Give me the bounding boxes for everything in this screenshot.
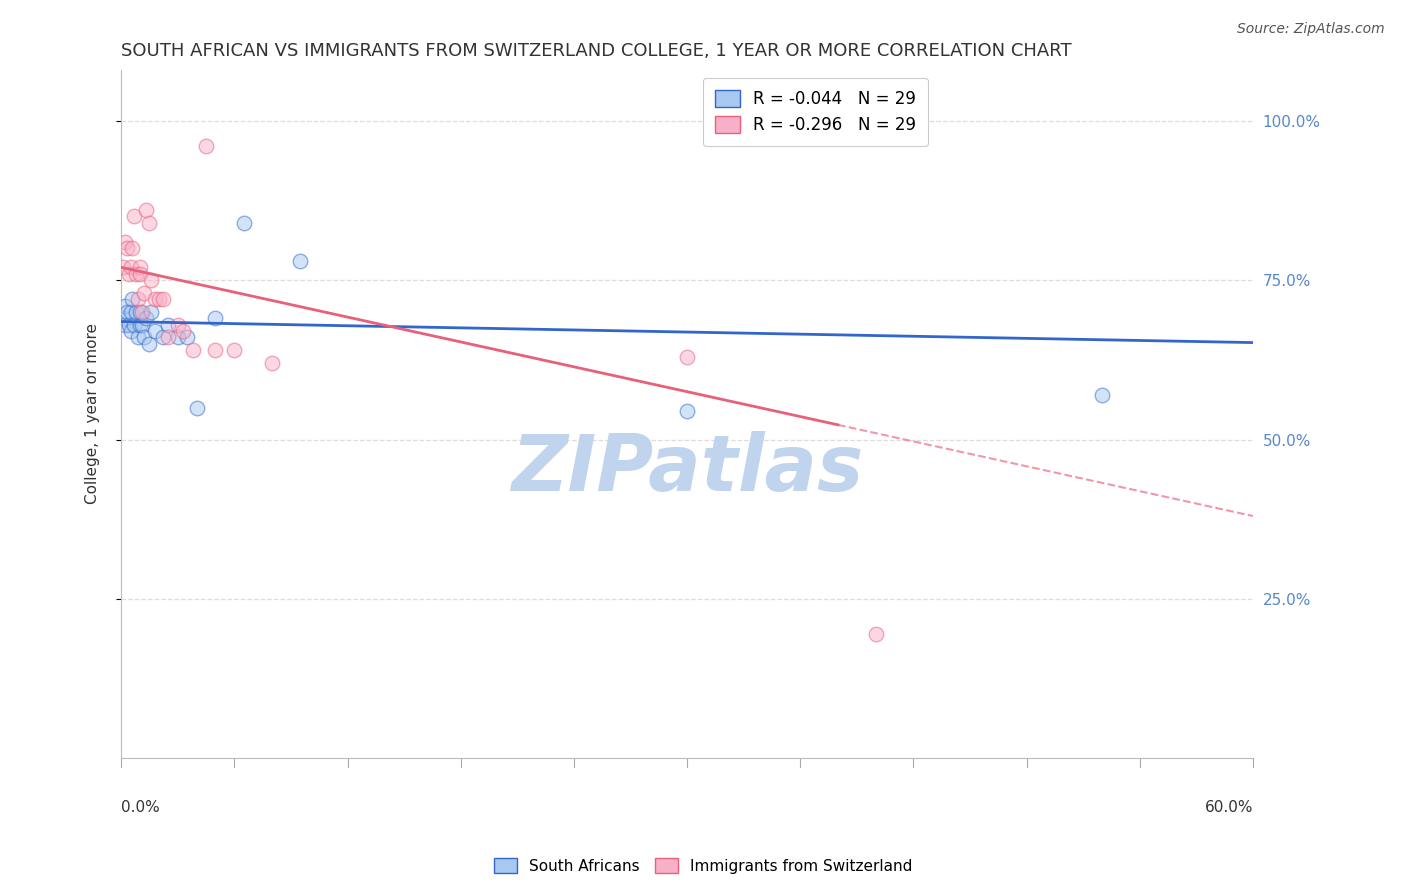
Point (152, 330, 174, 344)
Point (676, 404, 699, 418)
Text: 60.0%: 60.0% (1205, 799, 1253, 814)
Text: SOUTH AFRICAN VS IMMIGRANTS FROM SWITZERLAND COLLEGE, 1 YEAR OR MORE CORRELATION: SOUTH AFRICAN VS IMMIGRANTS FROM SWITZER… (121, 42, 1071, 60)
Point (166, 318, 188, 332)
Point (135, 202, 157, 217)
Point (195, 139, 218, 153)
Point (120, 324, 142, 338)
Point (114, 235, 136, 249)
Point (138, 216, 160, 230)
Point (115, 241, 138, 255)
Point (132, 330, 155, 344)
Point (118, 318, 141, 332)
Point (138, 336, 160, 351)
Point (129, 305, 152, 319)
Point (141, 305, 163, 319)
Point (115, 305, 138, 319)
Point (1091, 388, 1114, 402)
Point (148, 292, 170, 306)
Point (121, 241, 143, 255)
Point (127, 330, 149, 344)
Point (676, 350, 699, 364)
Point (166, 330, 188, 344)
Legend: South Africans, Immigrants from Switzerland: South Africans, Immigrants from Switzerl… (488, 852, 918, 880)
Point (129, 267, 152, 281)
Point (125, 267, 148, 281)
Point (114, 318, 136, 332)
Point (132, 285, 155, 300)
Text: Source: ZipAtlas.com: Source: ZipAtlas.com (1237, 22, 1385, 37)
Point (120, 305, 142, 319)
Point (141, 273, 163, 287)
Point (181, 343, 204, 358)
Point (204, 311, 226, 326)
Text: ZIPatlas: ZIPatlas (510, 431, 863, 507)
Point (129, 318, 152, 332)
Point (131, 305, 153, 319)
Point (260, 356, 283, 370)
Point (120, 260, 142, 275)
Point (124, 210, 146, 224)
Legend: R = -0.044   N = 29, R = -0.296   N = 29: R = -0.044 N = 29, R = -0.296 N = 29 (703, 78, 928, 146)
Point (865, 627, 887, 641)
Point (131, 318, 153, 332)
Point (186, 401, 208, 415)
Point (157, 330, 180, 344)
Text: 0.0%: 0.0% (121, 799, 160, 814)
Point (114, 299, 136, 313)
Point (118, 267, 141, 281)
Point (129, 260, 152, 275)
Point (121, 292, 143, 306)
Point (176, 330, 198, 344)
Y-axis label: College, 1 year or more: College, 1 year or more (86, 324, 100, 505)
Point (124, 318, 146, 332)
Point (232, 216, 254, 230)
Point (111, 311, 134, 326)
Point (224, 343, 246, 358)
Point (127, 292, 149, 306)
Point (111, 260, 134, 275)
Point (143, 324, 166, 338)
Point (204, 343, 226, 358)
Point (135, 311, 157, 326)
Point (290, 254, 312, 268)
Point (152, 292, 174, 306)
Point (157, 318, 180, 332)
Point (172, 324, 194, 338)
Point (125, 305, 148, 319)
Point (143, 292, 166, 306)
